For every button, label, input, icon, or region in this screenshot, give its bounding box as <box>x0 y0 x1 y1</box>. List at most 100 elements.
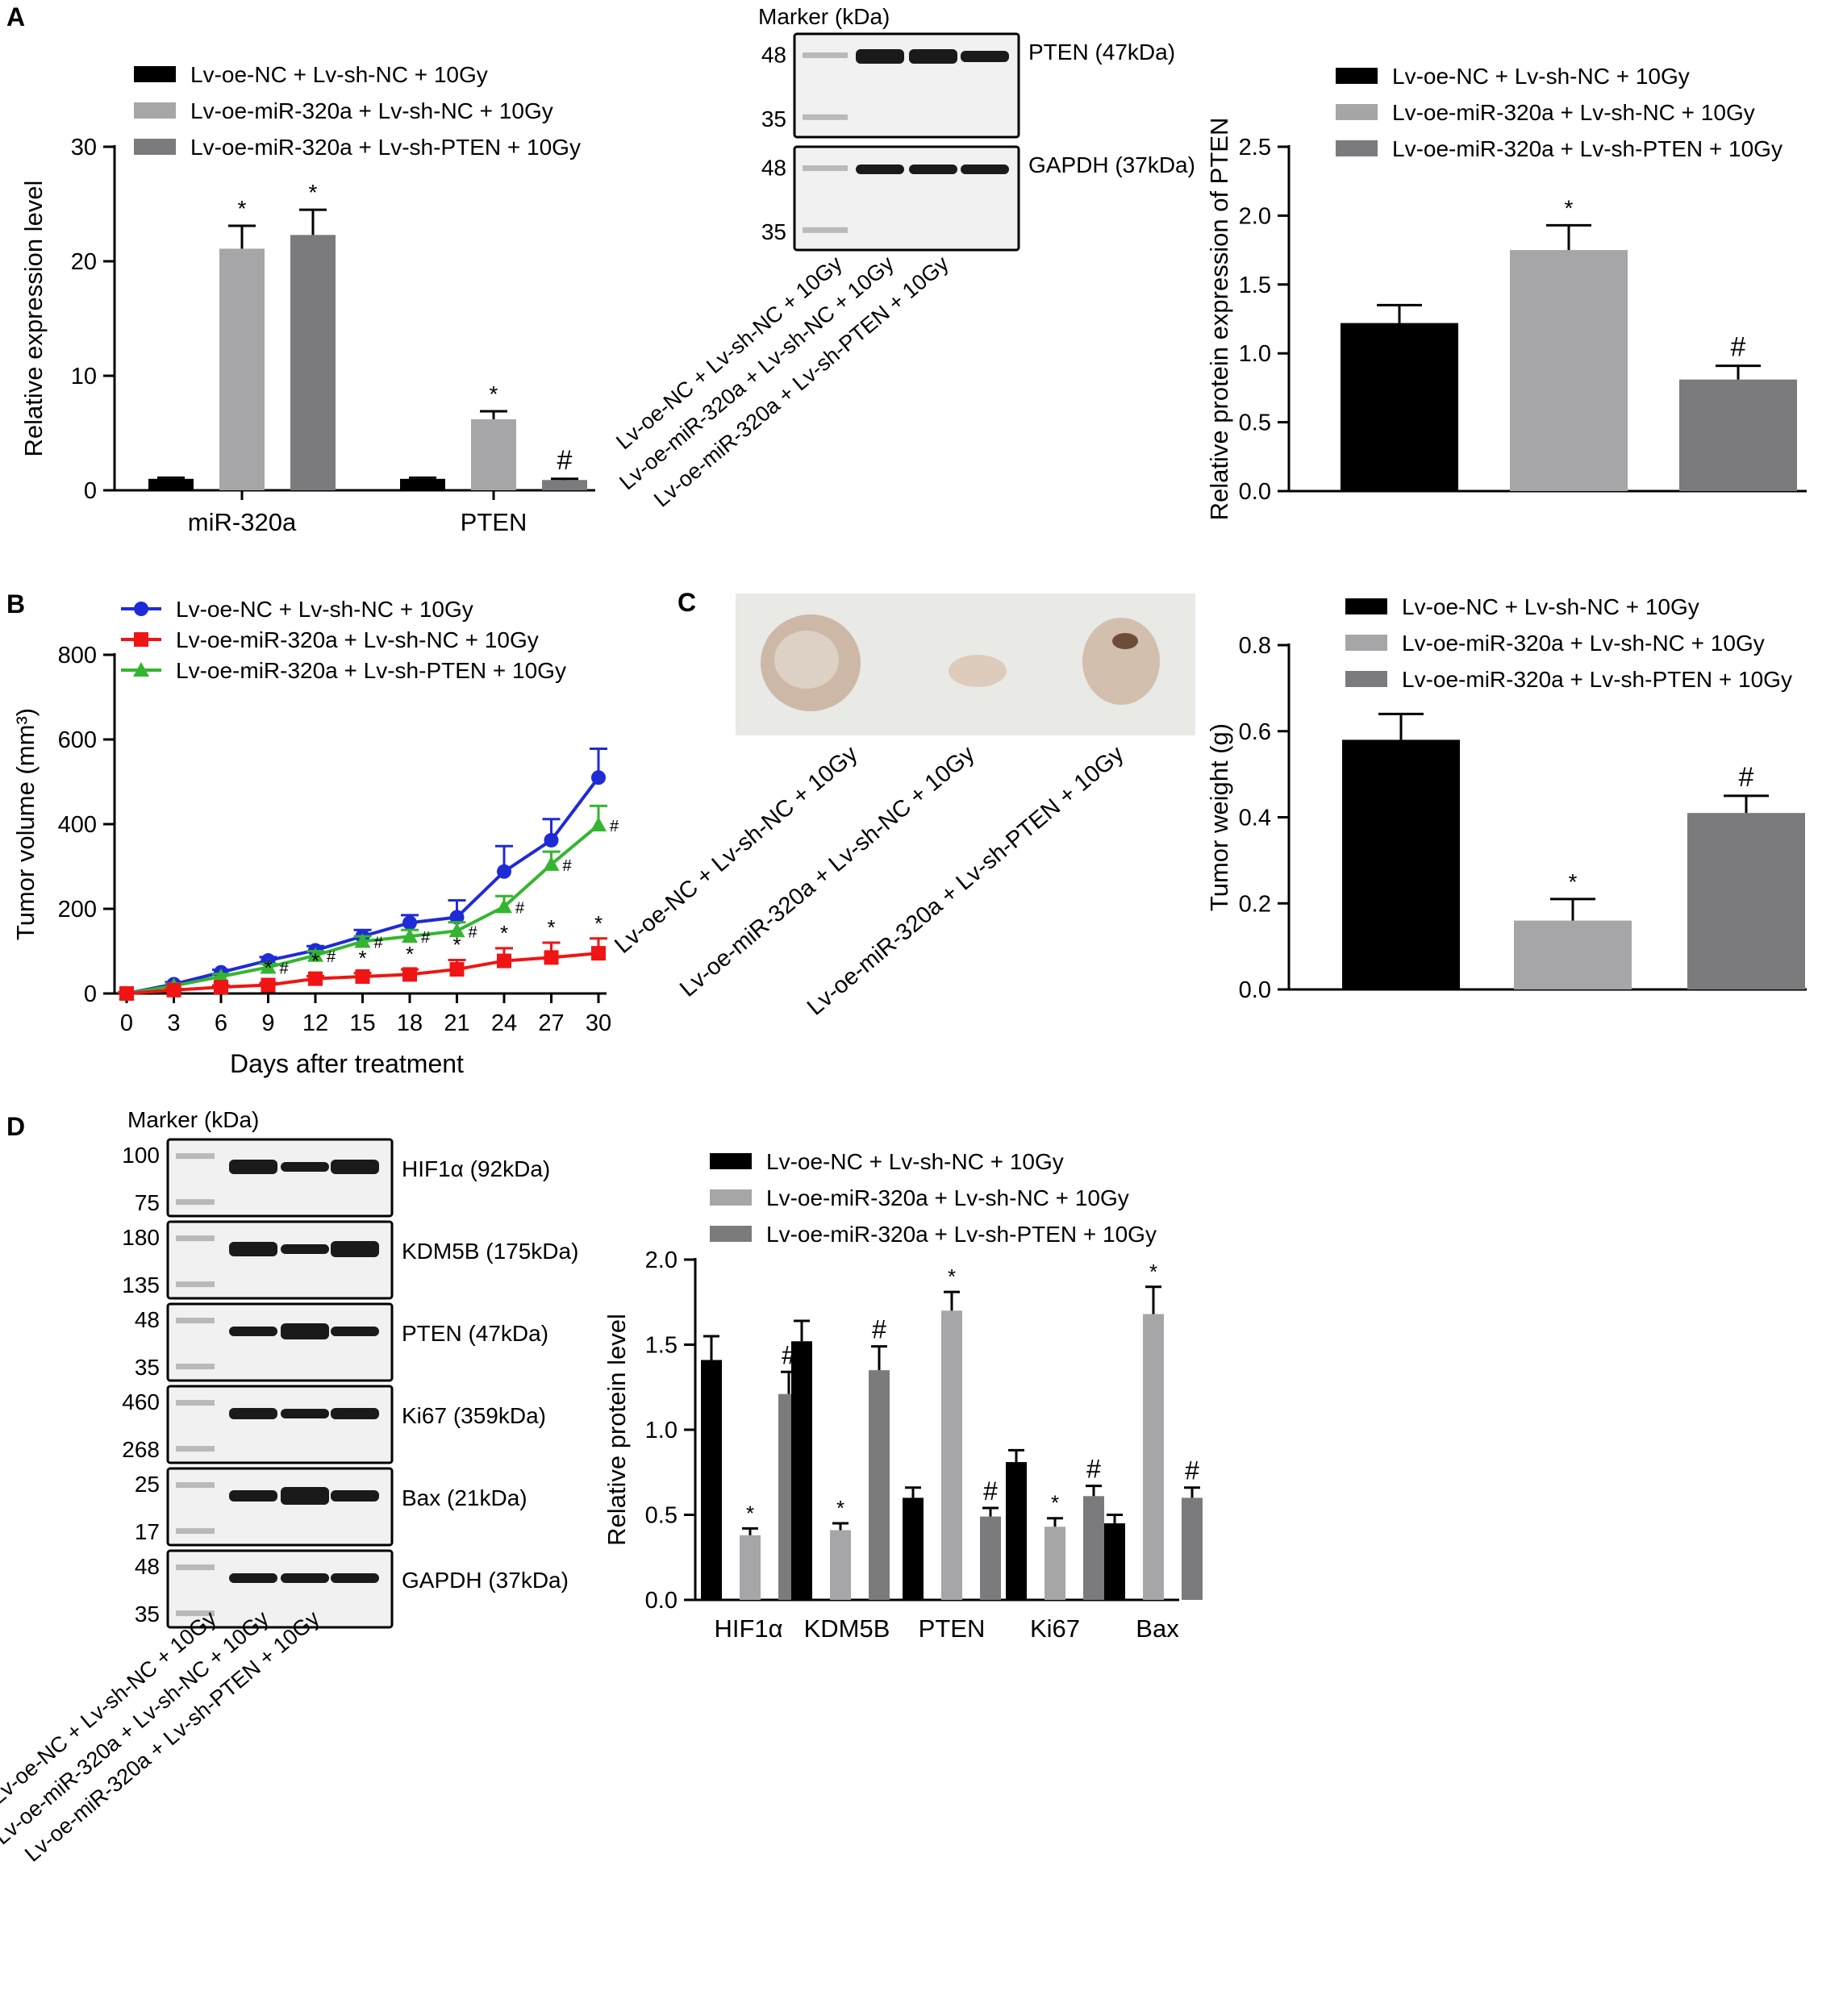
panel-label-A: A <box>6 2 25 31</box>
legend-swatch <box>1336 140 1378 156</box>
legend-swatch <box>710 1153 752 1169</box>
bar <box>941 1310 962 1600</box>
blot-label: KDM5B (175kDa) <box>402 1239 578 1264</box>
y-tick-label: 0.8 <box>1239 633 1271 659</box>
legend-label: Lv-oe-miR-320a + Lv-sh-NC + 10Gy <box>176 627 539 652</box>
y-tick-label: 1.5 <box>645 1333 678 1359</box>
legend-swatch <box>134 139 176 155</box>
x-tick-label: HIF1α <box>714 1614 782 1643</box>
protein-band <box>281 1323 329 1339</box>
significance-mark: * <box>238 196 247 221</box>
bar <box>542 480 587 490</box>
ladder-band <box>803 165 848 172</box>
data-point <box>591 770 606 785</box>
x-tick-label: 6 <box>215 1010 227 1036</box>
data-point <box>496 898 512 914</box>
x-tick-label: PTEN <box>461 508 527 536</box>
protein-band <box>331 1490 379 1502</box>
significance-mark: * <box>1569 869 1578 894</box>
legend-label: Lv-oe-miR-320a + Lv-sh-PTEN + 10Gy <box>1402 667 1792 692</box>
panel-label-D: D <box>6 1112 25 1141</box>
data-point <box>544 832 559 848</box>
bar <box>1083 1496 1104 1600</box>
protein-band <box>909 165 957 174</box>
blot-frame <box>166 1385 394 1464</box>
significance-mark: * <box>309 180 318 205</box>
legend-swatch <box>134 66 176 82</box>
significance-mark: * <box>547 915 555 939</box>
y-tick-label: 20 <box>71 249 97 275</box>
legend-label: Lv-oe-miR-320a + Lv-sh-NC + 10Gy <box>766 1185 1129 1210</box>
legend-label: Lv-oe-miR-320a + Lv-sh-PTEN + 10Gy <box>1392 136 1783 161</box>
significance-mark: * <box>311 948 319 973</box>
ladder-band <box>176 1400 215 1406</box>
legend-label: Lv-oe-miR-320a + Lv-sh-PTEN + 10Gy <box>766 1222 1157 1247</box>
ladder-band <box>176 1564 215 1571</box>
blot-frame <box>793 145 1020 252</box>
x-tick-label: Ki67 <box>1030 1614 1080 1643</box>
lane-label: Lv-oe-NC + Lv-sh-NC + 10Gy <box>610 741 863 959</box>
y-tick-label: 0.5 <box>645 1503 678 1529</box>
data-point <box>402 915 417 931</box>
significance-mark: # <box>327 948 336 966</box>
ladder-band <box>176 1235 215 1242</box>
significance-mark: * <box>594 911 603 935</box>
legend-label: Lv-oe-miR-320a + Lv-sh-NC + 10Gy <box>190 98 553 123</box>
significance-mark: # <box>421 929 431 947</box>
significance-mark: * <box>836 1496 844 1520</box>
marker-size: 75 <box>135 1190 160 1215</box>
ladder-band <box>803 114 848 120</box>
blot-row <box>793 145 1020 252</box>
tumor-small <box>949 655 1007 687</box>
blot-frame <box>166 1138 394 1218</box>
y-axis-label: Relative protein level <box>603 1314 631 1546</box>
blot-label: GAPDH (37kDa) <box>1028 152 1195 177</box>
data-point <box>497 953 511 968</box>
legend-label: Lv-oe-NC + Lv-sh-NC + 10Gy <box>190 62 488 87</box>
significance-mark: # <box>872 1315 886 1344</box>
y-tick-label: 30 <box>71 135 97 160</box>
marker-size: 35 <box>135 1355 160 1380</box>
bar <box>1514 920 1632 989</box>
marker-size: 25 <box>135 1472 160 1497</box>
legend-label: Lv-oe-miR-320a + Lv-sh-NC + 10Gy <box>1392 100 1755 125</box>
x-tick-label: Bax <box>1136 1614 1179 1643</box>
protein-band <box>281 1409 329 1418</box>
legend-marker <box>134 632 148 647</box>
tumor-medium-spot <box>1112 633 1138 649</box>
data-point <box>544 950 559 965</box>
protein-band <box>961 165 1009 174</box>
x-tick-label: 18 <box>397 1010 423 1036</box>
blot-row <box>166 1385 394 1464</box>
y-tick-label: 0.4 <box>1239 806 1271 831</box>
blot-label: PTEN (47kDa) <box>1028 40 1175 65</box>
y-tick-label: 1.0 <box>645 1418 678 1443</box>
bar <box>1341 323 1458 491</box>
protein-band <box>281 1487 329 1505</box>
legend-label: Lv-oe-NC + Lv-sh-NC + 10Gy <box>766 1149 1064 1174</box>
marker-header: Marker (kDa) <box>758 4 890 29</box>
y-tick-label: 0.5 <box>1239 410 1271 436</box>
bar <box>830 1530 851 1600</box>
lane-label: Lv-oe-miR-320a + Lv-sh-PTEN + 10Gy <box>803 741 1129 1021</box>
marker-size: 48 <box>761 156 786 181</box>
bar <box>701 1360 722 1600</box>
legend-label: Lv-oe-NC + Lv-sh-NC + 10Gy <box>1402 594 1699 619</box>
lane-label: Lv-oe-miR-320a + Lv-sh-NC + 10Gy <box>615 251 899 494</box>
significance-mark: * <box>264 956 272 980</box>
data-point <box>213 968 229 983</box>
y-tick-label: 1.0 <box>1239 341 1271 367</box>
y-tick-label: 200 <box>58 897 97 923</box>
significance-mark: # <box>1739 762 1754 793</box>
significance-mark: # <box>515 899 525 917</box>
protein-band <box>229 1490 277 1502</box>
blot-frame <box>166 1220 394 1300</box>
y-tick-label: 2.5 <box>1239 135 1271 160</box>
significance-mark: # <box>610 818 619 835</box>
y-tick-label: 1.5 <box>1239 273 1271 298</box>
marker-size: 180 <box>122 1225 160 1250</box>
significance-mark: # <box>469 923 478 941</box>
bar <box>903 1497 924 1600</box>
panel-label-B: B <box>6 589 25 619</box>
